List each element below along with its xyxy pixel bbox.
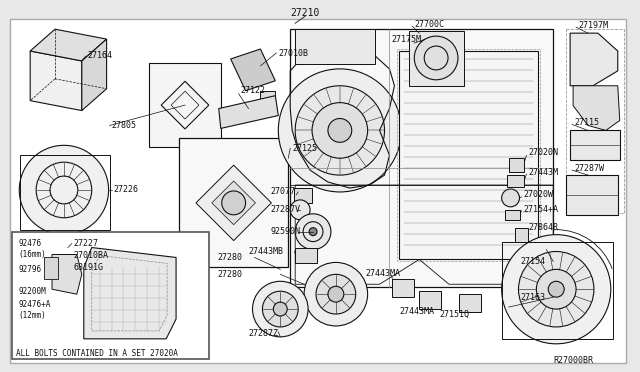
Bar bbox=[410, 31, 464, 86]
Bar bbox=[12, 232, 209, 359]
Bar bbox=[566, 29, 624, 213]
Bar bbox=[149, 63, 221, 147]
Polygon shape bbox=[570, 131, 620, 160]
Bar bbox=[260, 91, 275, 109]
Circle shape bbox=[502, 235, 611, 344]
Polygon shape bbox=[212, 181, 255, 225]
Bar bbox=[295, 29, 374, 64]
Text: 27020N: 27020N bbox=[529, 148, 559, 157]
Text: 27700C: 27700C bbox=[414, 20, 444, 29]
Bar bbox=[507, 175, 524, 187]
Text: 27287Z: 27287Z bbox=[248, 329, 278, 339]
Polygon shape bbox=[84, 247, 176, 339]
Circle shape bbox=[536, 269, 576, 309]
Text: 27227: 27227 bbox=[74, 239, 99, 248]
Text: 27280: 27280 bbox=[218, 270, 243, 279]
Text: 27443M: 27443M bbox=[529, 168, 559, 177]
Circle shape bbox=[502, 189, 520, 207]
Text: 27864R: 27864R bbox=[529, 223, 559, 232]
Text: R27000BR: R27000BR bbox=[553, 356, 593, 365]
Bar bbox=[290, 29, 553, 287]
Text: 27154: 27154 bbox=[520, 257, 545, 266]
Polygon shape bbox=[230, 49, 275, 91]
Text: 27226: 27226 bbox=[113, 186, 138, 195]
Text: 27115: 27115 bbox=[574, 118, 599, 127]
Polygon shape bbox=[573, 86, 620, 131]
Text: 92200M: 92200M bbox=[19, 287, 46, 296]
Circle shape bbox=[262, 291, 298, 327]
Circle shape bbox=[309, 228, 317, 235]
Bar bbox=[419, 291, 441, 309]
Text: 27077: 27077 bbox=[270, 187, 296, 196]
Text: 92476: 92476 bbox=[19, 239, 42, 248]
Text: 27443MA: 27443MA bbox=[365, 269, 401, 278]
Circle shape bbox=[328, 119, 352, 142]
Polygon shape bbox=[219, 96, 278, 128]
Bar bbox=[397, 49, 540, 262]
Circle shape bbox=[19, 145, 109, 235]
Bar bbox=[44, 257, 58, 279]
Text: 27197M: 27197M bbox=[578, 21, 608, 30]
Text: ALL BOLTS CONTAINED IN A SET 27020A: ALL BOLTS CONTAINED IN A SET 27020A bbox=[16, 349, 178, 358]
Circle shape bbox=[45, 235, 69, 259]
Polygon shape bbox=[196, 165, 271, 241]
Bar bbox=[504, 210, 520, 220]
Circle shape bbox=[295, 214, 331, 250]
Text: 27175M: 27175M bbox=[392, 35, 422, 44]
Text: 27443MA: 27443MA bbox=[399, 307, 435, 315]
Circle shape bbox=[316, 274, 356, 314]
Bar bbox=[392, 279, 414, 297]
Text: (12mm): (12mm) bbox=[19, 311, 46, 320]
Polygon shape bbox=[30, 29, 107, 61]
Text: 27151Q: 27151Q bbox=[439, 310, 469, 318]
Polygon shape bbox=[570, 33, 618, 86]
Circle shape bbox=[304, 262, 367, 326]
Text: 27805: 27805 bbox=[111, 121, 136, 130]
Text: 27122: 27122 bbox=[241, 86, 266, 95]
Text: 27010B: 27010B bbox=[278, 48, 308, 58]
Bar bbox=[295, 247, 317, 263]
Bar bbox=[179, 138, 288, 267]
Circle shape bbox=[295, 86, 385, 175]
Text: 27287W: 27287W bbox=[574, 164, 604, 173]
Bar bbox=[515, 228, 529, 241]
Bar bbox=[509, 158, 524, 172]
Text: 92590N: 92590N bbox=[270, 227, 300, 236]
Circle shape bbox=[278, 69, 401, 192]
Circle shape bbox=[548, 281, 564, 297]
Text: (16mm): (16mm) bbox=[19, 250, 46, 259]
Text: 27020W: 27020W bbox=[524, 190, 554, 199]
Text: 27210: 27210 bbox=[291, 8, 320, 18]
Text: 27280: 27280 bbox=[218, 253, 243, 262]
Polygon shape bbox=[52, 254, 82, 294]
Text: 27010BA: 27010BA bbox=[74, 251, 109, 260]
Circle shape bbox=[312, 103, 367, 158]
Text: 68191G: 68191G bbox=[74, 263, 104, 272]
Text: 27287V: 27287V bbox=[270, 205, 300, 214]
Bar bbox=[294, 188, 312, 203]
Polygon shape bbox=[566, 175, 618, 215]
Text: 92476+A: 92476+A bbox=[19, 299, 51, 309]
Text: 27164: 27164 bbox=[88, 51, 113, 61]
Bar bbox=[459, 294, 481, 312]
Polygon shape bbox=[82, 39, 107, 110]
Text: 27163: 27163 bbox=[520, 293, 545, 302]
Circle shape bbox=[328, 286, 344, 302]
Circle shape bbox=[518, 251, 594, 327]
Circle shape bbox=[253, 281, 308, 337]
Text: 27443MB: 27443MB bbox=[248, 247, 284, 256]
Circle shape bbox=[414, 36, 458, 80]
Text: 92796: 92796 bbox=[19, 265, 42, 274]
Text: 27154+A: 27154+A bbox=[524, 205, 559, 214]
Polygon shape bbox=[30, 51, 82, 110]
Circle shape bbox=[290, 200, 310, 220]
Circle shape bbox=[273, 302, 287, 316]
Circle shape bbox=[221, 191, 246, 215]
Bar bbox=[399, 51, 538, 259]
Text: 27125: 27125 bbox=[292, 144, 317, 153]
